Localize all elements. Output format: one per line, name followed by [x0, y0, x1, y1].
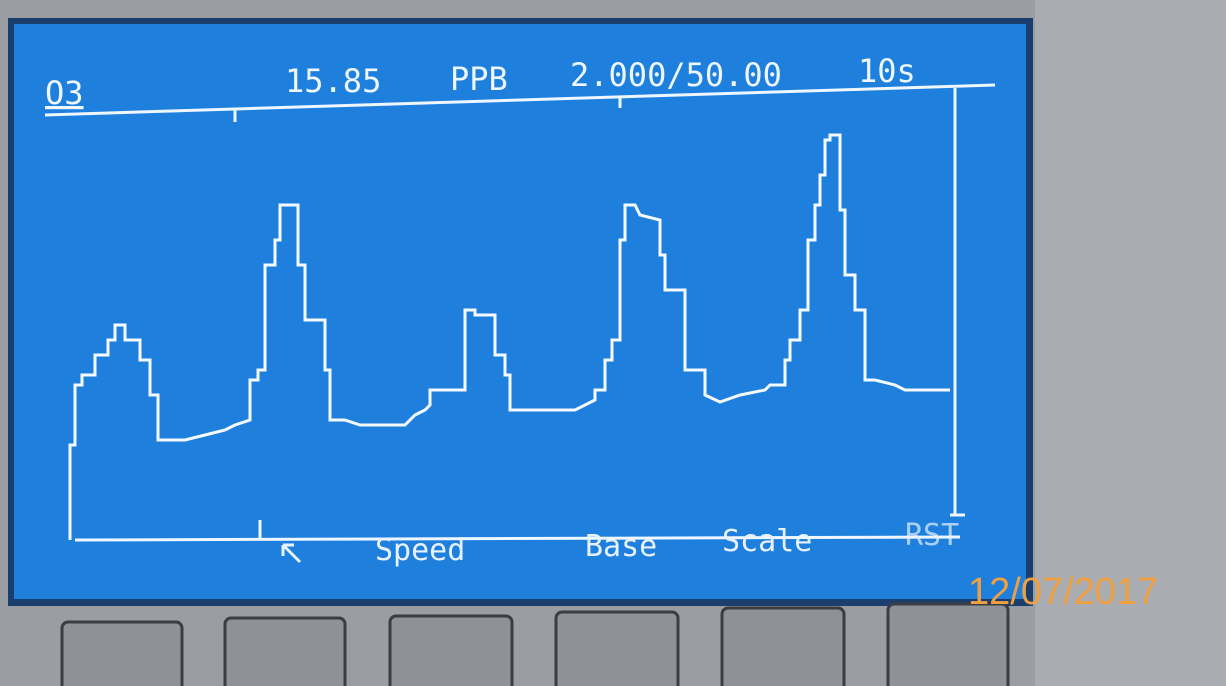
- button[interactable]: [886, 602, 1010, 686]
- softkey-label: Base: [585, 529, 657, 564]
- scale: 2.000/50.00: [570, 56, 782, 94]
- trace: [68, 133, 950, 540]
- gas-label: O3: [45, 74, 84, 112]
- buttons: [60, 602, 1010, 686]
- unit: PPB: [450, 60, 508, 98]
- softkey-label: Speed: [375, 533, 465, 568]
- side-panel: [1035, 0, 1226, 686]
- reading: 15.85: [285, 62, 381, 100]
- button[interactable]: [554, 610, 680, 686]
- button[interactable]: [720, 606, 846, 686]
- interval: 10s: [858, 52, 916, 90]
- timestamp: 12/07/2017: [968, 571, 1158, 613]
- button[interactable]: [223, 616, 347, 686]
- softkey-label: Scale: [722, 524, 812, 559]
- plot-frame: [44, 83, 996, 542]
- cursor-icon: [281, 543, 302, 564]
- softkey-label: RST: [905, 518, 959, 553]
- button[interactable]: [388, 614, 514, 686]
- button[interactable]: [60, 620, 184, 686]
